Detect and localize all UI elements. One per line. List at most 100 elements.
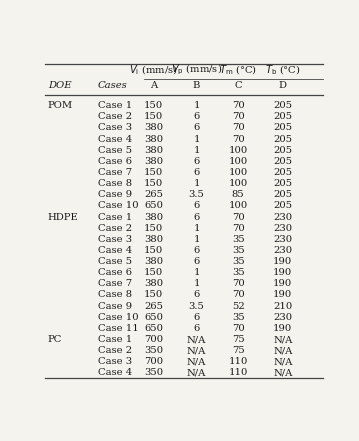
Text: 70: 70: [232, 135, 244, 144]
Text: 150: 150: [144, 291, 163, 299]
Text: 380: 380: [144, 123, 163, 132]
Text: Case 2: Case 2: [98, 346, 132, 355]
Text: Case 1: Case 1: [98, 335, 132, 344]
Text: Case 10: Case 10: [98, 313, 138, 322]
Text: Case 7: Case 7: [98, 168, 132, 177]
Text: 650: 650: [144, 313, 163, 322]
Text: 230: 230: [273, 235, 292, 244]
Text: Case 1: Case 1: [98, 101, 132, 110]
Text: 380: 380: [144, 257, 163, 266]
Text: 205: 205: [273, 157, 292, 166]
Text: Case 9: Case 9: [98, 190, 132, 199]
Text: Case 3: Case 3: [98, 357, 132, 366]
Text: N/A: N/A: [273, 335, 293, 344]
Text: 205: 205: [273, 179, 292, 188]
Text: 1: 1: [193, 279, 200, 288]
Text: Case 9: Case 9: [98, 302, 132, 310]
Text: Cases: Cases: [98, 81, 127, 90]
Text: 205: 205: [273, 112, 292, 121]
Text: 70: 70: [232, 112, 244, 121]
Text: 52: 52: [232, 302, 244, 310]
Text: Case 7: Case 7: [98, 279, 132, 288]
Text: 190: 190: [273, 268, 292, 277]
Text: 150: 150: [144, 179, 163, 188]
Text: Case 4: Case 4: [98, 246, 132, 255]
Text: $V_{\mathrm{i}}$ (mm/s): $V_{\mathrm{i}}$ (mm/s): [129, 63, 178, 77]
Text: 205: 205: [273, 168, 292, 177]
Text: 3.5: 3.5: [188, 302, 204, 310]
Text: 6: 6: [194, 202, 200, 210]
Text: 100: 100: [229, 202, 248, 210]
Text: 6: 6: [194, 246, 200, 255]
Text: 230: 230: [273, 224, 292, 233]
Text: 100: 100: [229, 168, 248, 177]
Text: 190: 190: [273, 279, 292, 288]
Text: 205: 205: [273, 202, 292, 210]
Text: Case 11: Case 11: [98, 324, 139, 333]
Text: 75: 75: [232, 346, 244, 355]
Text: 265: 265: [144, 302, 163, 310]
Text: 85: 85: [232, 190, 244, 199]
Text: Case 1: Case 1: [98, 213, 132, 221]
Text: 205: 205: [273, 123, 292, 132]
Text: 1: 1: [193, 235, 200, 244]
Text: 75: 75: [232, 335, 244, 344]
Text: N/A: N/A: [273, 368, 293, 377]
Text: Case 2: Case 2: [98, 224, 132, 233]
Text: 35: 35: [232, 313, 244, 322]
Text: Case 10: Case 10: [98, 202, 138, 210]
Text: 6: 6: [194, 313, 200, 322]
Text: 3.5: 3.5: [188, 190, 204, 199]
Text: 1: 1: [193, 268, 200, 277]
Text: 6: 6: [194, 123, 200, 132]
Text: 70: 70: [232, 224, 244, 233]
Text: N/A: N/A: [273, 357, 293, 366]
Text: 35: 35: [232, 246, 244, 255]
Text: Case 2: Case 2: [98, 112, 132, 121]
Text: 205: 205: [273, 190, 292, 199]
Text: Case 4: Case 4: [98, 135, 132, 144]
Text: N/A: N/A: [273, 346, 293, 355]
Text: 110: 110: [229, 368, 248, 377]
Text: 150: 150: [144, 268, 163, 277]
Text: 70: 70: [232, 291, 244, 299]
Text: 6: 6: [194, 168, 200, 177]
Text: Case 8: Case 8: [98, 291, 132, 299]
Text: 380: 380: [144, 157, 163, 166]
Text: 70: 70: [232, 101, 244, 110]
Text: Case 5: Case 5: [98, 257, 132, 266]
Text: 190: 190: [273, 324, 292, 333]
Text: 230: 230: [273, 213, 292, 221]
Text: 70: 70: [232, 324, 244, 333]
Text: DOE: DOE: [48, 81, 71, 90]
Text: 205: 205: [273, 146, 292, 155]
Text: Case 6: Case 6: [98, 157, 132, 166]
Text: 6: 6: [194, 324, 200, 333]
Text: 1: 1: [193, 135, 200, 144]
Text: Case 8: Case 8: [98, 179, 132, 188]
Text: $T_{\mathrm{m}}$ (°C): $T_{\mathrm{m}}$ (°C): [219, 63, 257, 77]
Text: $V_{\mathrm{p}}$ (mm/s): $V_{\mathrm{p}}$ (mm/s): [171, 63, 222, 77]
Text: 190: 190: [273, 291, 292, 299]
Text: 150: 150: [144, 224, 163, 233]
Text: 6: 6: [194, 291, 200, 299]
Text: Case 5: Case 5: [98, 146, 132, 155]
Text: N/A: N/A: [187, 357, 206, 366]
Text: 110: 110: [229, 357, 248, 366]
Text: PC: PC: [48, 335, 62, 344]
Text: 35: 35: [232, 235, 244, 244]
Text: 210: 210: [273, 302, 292, 310]
Text: Case 4: Case 4: [98, 368, 132, 377]
Text: 70: 70: [232, 279, 244, 288]
Text: POM: POM: [48, 101, 73, 110]
Text: 700: 700: [144, 335, 163, 344]
Text: 650: 650: [144, 202, 163, 210]
Text: 380: 380: [144, 279, 163, 288]
Text: 380: 380: [144, 135, 163, 144]
Text: 6: 6: [194, 157, 200, 166]
Text: 380: 380: [144, 146, 163, 155]
Text: Case 3: Case 3: [98, 235, 132, 244]
Text: 100: 100: [229, 146, 248, 155]
Text: 70: 70: [232, 123, 244, 132]
Text: 6: 6: [194, 112, 200, 121]
